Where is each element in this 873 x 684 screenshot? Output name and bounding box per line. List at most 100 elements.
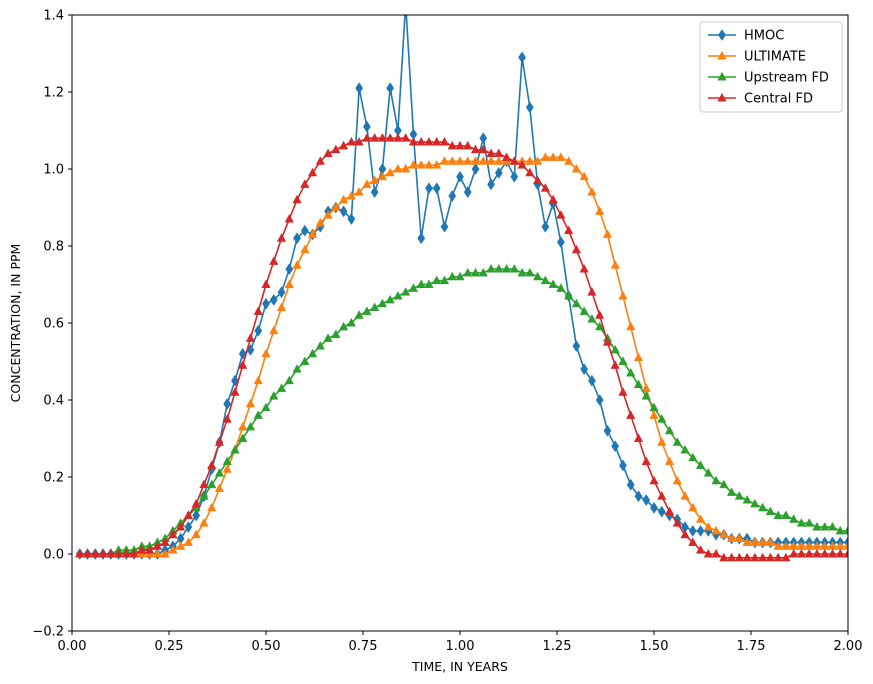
- data-point-upstream-fd: [276, 383, 287, 392]
- data-point-central-fd: [307, 167, 318, 177]
- data-point-central-fd: [711, 548, 721, 558]
- data-point-upstream-fd: [540, 275, 550, 285]
- data-point-upstream-fd: [703, 468, 713, 477]
- data-point-upstream-fd: [734, 491, 744, 500]
- data-point-central-fd: [680, 529, 690, 539]
- data-point-central-fd: [657, 491, 667, 500]
- data-point-ultimate: [284, 279, 294, 288]
- data-point-hmoc: [402, 0, 409, 9]
- data-point-central-fd: [758, 552, 768, 562]
- data-point-upstream-fd: [424, 279, 434, 288]
- data-point-central-fd: [463, 140, 473, 150]
- data-point-upstream-fd: [618, 356, 628, 365]
- data-point-upstream-fd: [641, 391, 651, 400]
- data-point-ultimate: [703, 521, 713, 531]
- data-point-central-fd: [470, 144, 481, 154]
- x-tick-label: 1.00: [446, 639, 475, 654]
- data-point-upstream-fd: [579, 306, 589, 315]
- data-point-upstream-fd: [494, 263, 504, 273]
- data-point-upstream-fd: [664, 425, 675, 435]
- data-point-central-fd: [540, 183, 550, 192]
- x-axis-label: TIME, IN YEARS: [411, 659, 508, 674]
- data-point-ultimate: [176, 541, 186, 550]
- data-point-central-fd: [532, 175, 543, 184]
- data-point-central-fd: [734, 552, 744, 562]
- data-point-ultimate: [245, 398, 256, 408]
- data-point-upstream-fd: [517, 267, 527, 277]
- data-point-ultimate: [214, 483, 225, 492]
- data-point-central-fd: [90, 548, 100, 558]
- data-point-upstream-fd: [657, 414, 667, 423]
- data-point-upstream-fd: [222, 456, 232, 466]
- data-point-central-fd: [416, 136, 426, 146]
- data-point-upstream-fd: [300, 356, 310, 365]
- data-point-ultimate: [610, 260, 620, 269]
- legend: HMOC ULTIMATE Upstream FD Central FD: [699, 21, 843, 113]
- data-point-ultimate: [571, 163, 582, 173]
- data-point-central-fd: [525, 167, 535, 177]
- data-point-hmoc: [362, 120, 371, 133]
- data-point-ultimate: [595, 206, 605, 215]
- data-point-hmoc: [479, 132, 488, 145]
- data-point-central-fd: [269, 256, 279, 265]
- data-point-central-fd: [424, 136, 434, 146]
- x-tick-label: 0.50: [252, 639, 281, 654]
- data-point-ultimate: [726, 533, 737, 543]
- data-point-upstream-fd: [370, 302, 380, 312]
- series-line-upstream-fd: [79, 268, 848, 555]
- data-point-upstream-fd: [587, 314, 597, 323]
- data-point-ultimate: [160, 548, 170, 558]
- data-point-upstream-fd: [261, 402, 271, 412]
- data-point-upstream-fd: [470, 267, 481, 277]
- data-point-central-fd: [183, 510, 194, 519]
- data-point-central-fd: [641, 456, 651, 466]
- data-point-hmoc: [487, 178, 495, 191]
- data-point-upstream-fd: [843, 525, 848, 535]
- data-point-central-fd: [401, 133, 411, 142]
- data-point-upstream-fd: [416, 279, 426, 288]
- data-point-central-fd: [137, 545, 147, 554]
- data-point-ultimate: [416, 160, 426, 169]
- data-point-hmoc: [347, 213, 356, 226]
- data-point-hmoc: [285, 263, 294, 276]
- data-point-ultimate: [152, 548, 162, 558]
- data-point-upstream-fd: [432, 275, 442, 285]
- data-point-ultimate: [385, 167, 395, 177]
- data-point-upstream-fd: [509, 263, 519, 273]
- data-point-central-fd: [664, 506, 675, 516]
- data-point-ultimate: [548, 152, 558, 161]
- data-point-ultimate: [408, 160, 419, 169]
- data-point-ultimate: [564, 156, 574, 165]
- data-point-central-fd: [618, 387, 628, 396]
- series-upstream-fd: [75, 263, 848, 558]
- data-point-central-fd: [113, 548, 124, 558]
- data-point-upstream-fd: [649, 402, 659, 412]
- data-point-hmoc: [650, 501, 658, 514]
- data-point-ultimate: [292, 260, 302, 269]
- data-point-central-fd: [610, 360, 620, 369]
- data-point-ultimate: [447, 156, 457, 165]
- data-point-ultimate: [377, 171, 388, 181]
- data-point-central-fd: [385, 133, 395, 142]
- data-point-hmoc: [425, 182, 433, 195]
- data-point-central-fd: [315, 156, 325, 165]
- data-point-upstream-fd: [408, 283, 419, 292]
- data-point-ultimate: [626, 321, 636, 331]
- data-point-upstream-fd: [680, 444, 690, 454]
- data-point-hmoc: [471, 163, 480, 175]
- data-point-ultimate: [657, 437, 667, 446]
- data-point-upstream-fd: [463, 267, 473, 277]
- data-point-upstream-fd: [269, 391, 279, 400]
- data-point-central-fd: [439, 136, 450, 146]
- data-point-upstream-fd: [230, 444, 240, 454]
- data-point-central-fd: [338, 140, 349, 150]
- data-point-hmoc: [456, 170, 464, 183]
- data-point-central-fd: [548, 194, 558, 204]
- legend-swatch-marker: [718, 29, 726, 41]
- data-point-hmoc: [588, 374, 596, 387]
- data-point-central-fd: [781, 552, 791, 562]
- data-point-central-fd: [556, 210, 566, 219]
- data-point-upstream-fd: [315, 340, 325, 350]
- data-point-upstream-fd: [385, 294, 395, 304]
- data-point-ultimate: [843, 541, 848, 550]
